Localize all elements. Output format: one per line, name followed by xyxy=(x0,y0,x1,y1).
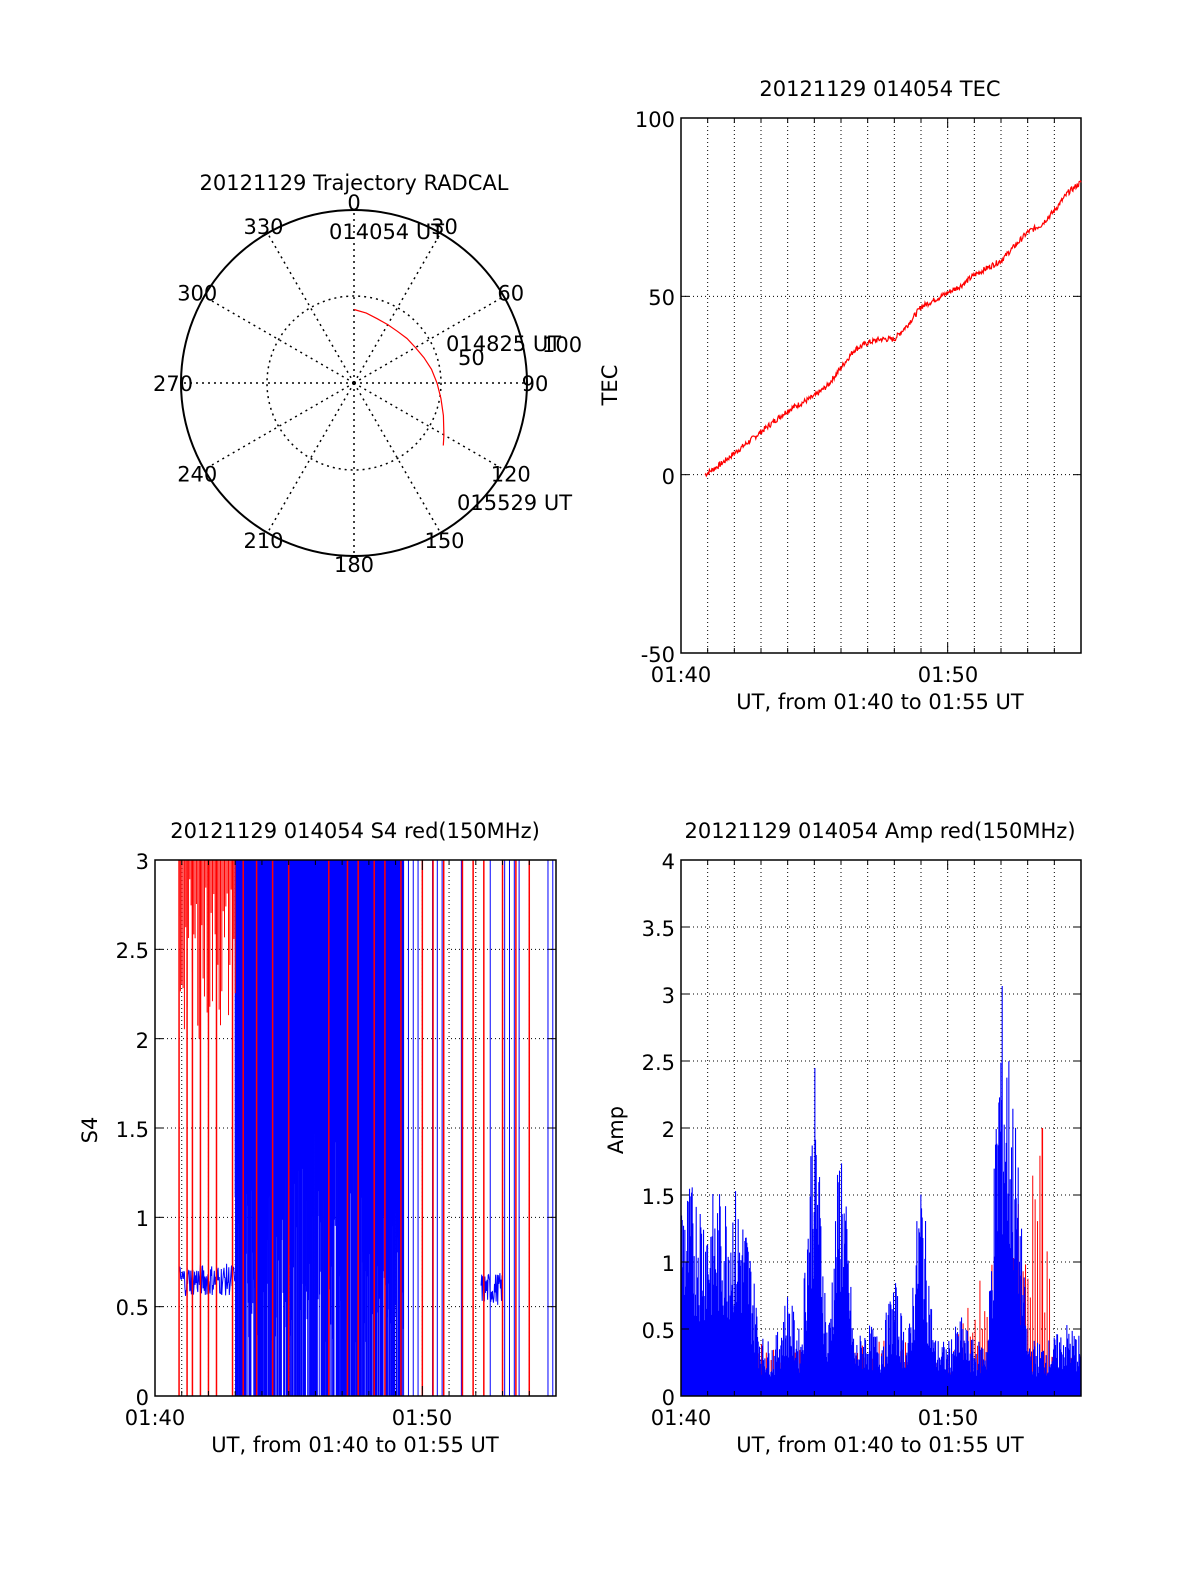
s4-title: 20121129 014054 S4 red(150MHz) xyxy=(170,819,540,843)
polar-ring-50 xyxy=(266,295,442,471)
polar-spoke-330 xyxy=(266,232,355,384)
s4-ytick-0.5: 0.5 xyxy=(116,1296,149,1320)
s4-ylabel: S4 xyxy=(78,1117,102,1144)
polar-end-label: 015529 UT xyxy=(457,491,572,515)
polar-az-label-240: 240 xyxy=(177,463,217,487)
polar-spoke-240 xyxy=(203,382,355,471)
tec-xtick-0150: 01:50 xyxy=(918,663,979,687)
s4-ytick-1.5: 1.5 xyxy=(116,1118,149,1142)
polar-spoke-210 xyxy=(266,382,355,534)
s4-xtick-0140: 01:40 xyxy=(125,1406,186,1430)
s4-ytick-0: 0 xyxy=(136,1386,149,1410)
amp-grid xyxy=(681,860,1081,1396)
polar-az-label-150: 150 xyxy=(424,529,464,553)
s4-blue-level-line xyxy=(178,1263,236,1296)
polar-az-label-180: 180 xyxy=(334,553,374,577)
polar-panel: 20121129 Trajectory RADCAL 0 30 60 90 120 150… xyxy=(153,171,582,577)
polar-ring-label-100: 100 xyxy=(542,333,582,357)
s4-xlabel: UT, from 01:40 to 01:55 UT xyxy=(211,1433,499,1457)
amp-xtick-0140: 01:40 xyxy=(651,1406,712,1430)
s4-ytick-2.5: 2.5 xyxy=(116,939,149,963)
tec-title: 20121129 014054 TEC xyxy=(759,77,1000,101)
tec-xtick-0140: 01:40 xyxy=(651,663,712,687)
s4-ytick-2: 2 xyxy=(136,1029,149,1053)
tec-series-line xyxy=(704,180,1082,478)
amp-ytick-3: 3 xyxy=(662,984,675,1008)
amp-panel: 20121129 014054 Amp red(150MHz) 4 3.5 3 … xyxy=(604,819,1082,1457)
s4-blue-level-line xyxy=(480,1273,503,1305)
amp-xlabel: UT, from 01:40 to 01:55 UT xyxy=(736,1433,1024,1457)
polar-spoke-60 xyxy=(353,295,505,384)
polar-spokes xyxy=(181,210,527,556)
tec-ytick-neg50: -50 xyxy=(641,643,675,667)
amp-title: 20121129 014054 Amp red(150MHz) xyxy=(684,819,1075,843)
amp-ticks xyxy=(680,859,1082,1397)
polar-az-label-300: 300 xyxy=(177,282,217,306)
polar-az-label-90: 90 xyxy=(522,372,549,396)
polar-az-label-210: 210 xyxy=(243,529,283,553)
amp-ytick-2.5: 2.5 xyxy=(642,1051,675,1075)
amp-xtick-0150: 01:50 xyxy=(918,1406,979,1430)
s4-xtick-0150: 01:50 xyxy=(392,1406,453,1430)
tec-ylabel: TEC xyxy=(598,365,622,407)
polar-outer-ring xyxy=(180,209,528,557)
tec-xlabel: UT, from 01:40 to 01:55 UT xyxy=(736,690,1024,714)
amp-ytick-0: 0 xyxy=(662,1386,675,1410)
polar-az-label-0: 0 xyxy=(347,191,360,215)
s4-ticks xyxy=(154,859,557,1397)
amp-ytick-3.5: 3.5 xyxy=(642,917,675,941)
polar-spoke-30 xyxy=(353,232,442,384)
s4-ytick-3: 3 xyxy=(136,850,149,874)
tec-ytick-0: 0 xyxy=(662,465,675,489)
polar-title: 20121129 Trajectory RADCAL xyxy=(200,171,509,195)
tec-ytick-100: 100 xyxy=(635,108,675,132)
amp-ylabel: Amp xyxy=(604,1106,628,1154)
polar-az-label-30: 30 xyxy=(431,215,458,239)
amp-ytick-1.5: 1.5 xyxy=(642,1185,675,1209)
amp-ytick-2: 2 xyxy=(662,1118,675,1142)
amp-ytick-4: 4 xyxy=(662,850,675,874)
polar-azimuth-labels: 0 30 60 90 120 150 180 210 240 270 300 330 xyxy=(153,191,548,577)
tec-frame xyxy=(680,117,1082,654)
polar-az-label-270: 270 xyxy=(153,372,193,396)
s4-ytick-1: 1 xyxy=(136,1207,149,1231)
polar-ring-label-50: 50 xyxy=(458,346,485,370)
polar-start-label: 014054 UT xyxy=(329,220,444,244)
polar-track-line xyxy=(353,308,445,446)
polar-az-label-60: 60 xyxy=(497,282,524,306)
amp-blue-series xyxy=(680,985,1082,1396)
s4-red-series xyxy=(178,860,531,1396)
polar-spoke-300 xyxy=(203,295,355,384)
amp-ytick-0.5: 0.5 xyxy=(642,1319,675,1343)
tec-panel: 20121129 014054 TEC 100 50 0 -50 01:40 0… xyxy=(598,77,1082,714)
tec-ticks xyxy=(680,117,1082,654)
polar-spoke-150 xyxy=(353,382,442,534)
polar-spoke-120 xyxy=(353,382,505,471)
tec-ytick-50: 50 xyxy=(648,286,675,310)
s4-panel: 20121129 014054 S4 red(150MHz) 3 2.5 2 1… xyxy=(78,819,557,1457)
polar-mid-label: 014825 UT xyxy=(446,332,561,356)
polar-az-label-120: 120 xyxy=(491,463,531,487)
amp-ytick-1: 1 xyxy=(662,1252,675,1276)
polar-az-label-330: 330 xyxy=(243,215,283,239)
tec-grid xyxy=(681,118,1081,653)
